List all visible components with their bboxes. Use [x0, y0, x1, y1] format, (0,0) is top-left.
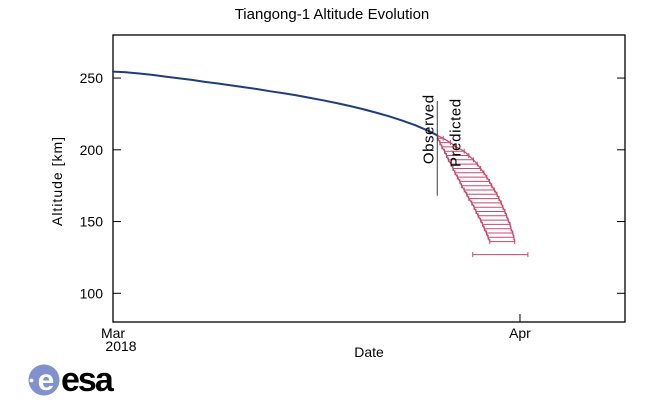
- observed-altitude-line: [112, 70, 439, 137]
- x-axis-label: Date: [354, 344, 384, 360]
- esa-logo: e esa: [28, 361, 117, 399]
- predicted-band-left-envelope: [436, 135, 491, 242]
- y-axis-label: Altitude [km]: [49, 136, 65, 226]
- plot-area-border: [112, 34, 626, 323]
- y-tick-label: 250: [80, 70, 104, 86]
- axis-ticks: [112, 77, 625, 322]
- x-tick-label: Mar: [101, 325, 125, 341]
- x-tick-sublabel: 2018: [105, 338, 136, 354]
- observed-label: Observed: [420, 94, 437, 164]
- predicted-label: Predicted: [447, 98, 464, 167]
- data-series: [112, 70, 529, 258]
- esa-logo-dot-icon: [29, 378, 34, 383]
- annotations: Observed Predicted: [420, 94, 464, 196]
- chart-title: Tiangong-1 Altitude Evolution: [235, 6, 430, 23]
- y-tick-label: 150: [80, 214, 104, 230]
- esa-logo-e-icon: e: [38, 364, 55, 397]
- y-tick-label: 200: [80, 142, 104, 158]
- esa-logo-globe: [28, 364, 60, 396]
- x-tick-label: Apr: [509, 325, 531, 341]
- predicted-band-right-envelope: [437, 134, 516, 242]
- esa-wordmark: esa: [61, 361, 115, 399]
- y-tick-label: 100: [80, 285, 104, 301]
